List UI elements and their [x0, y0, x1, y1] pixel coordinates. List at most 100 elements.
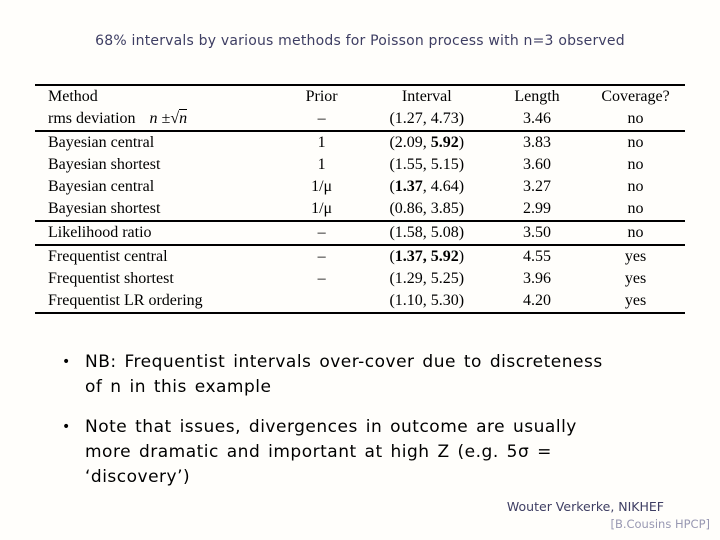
coverage-cell: no [627, 224, 644, 241]
bullet-text: Note that issues, divergences in outcome… [85, 417, 577, 487]
reference-credit: [B.Cousins HPCP] [610, 517, 710, 531]
table-section: Bayesian central 1 (2.09, 5.92) 3.83 no Bayes… [35, 131, 685, 221]
interval-low: 1.10 [394, 292, 423, 309]
coverage-cell: no [627, 134, 644, 151]
prior-cell: 1/μ [311, 200, 333, 217]
length-cell: 3.83 [523, 134, 552, 151]
interval-separator: , [422, 292, 431, 309]
paren-close: ) [458, 270, 465, 287]
length-cell: 3.50 [523, 224, 552, 241]
interval-high: 5.92 [430, 248, 459, 265]
column-header: Method [48, 88, 98, 105]
paren-close: ) [458, 110, 465, 127]
table-header-row: Method Prior Interval Length Coverage? [35, 85, 685, 108]
column-header: Prior [305, 88, 338, 105]
prior-cell: – [317, 224, 326, 241]
coverage-cell: no [627, 110, 644, 127]
paren-close: ) [458, 156, 465, 173]
interval-cell: (1.37, 4.64) [366, 176, 488, 198]
paren-close: ) [458, 178, 465, 195]
interval-cell: (1.58, 5.08) [366, 221, 488, 245]
bullet-list: • NB: Frequentist intervals over-cover du… [62, 350, 668, 505]
interval-low: 1.37 [394, 178, 423, 195]
interval-cell: (1.10, 5.30) [366, 290, 488, 313]
length-cell: 4.20 [523, 292, 552, 309]
interval-separator: , [422, 248, 431, 265]
method-cell: Bayesian central [48, 134, 155, 151]
interval-cell: (0.86, 3.85) [366, 198, 488, 221]
table-header: Method Prior Interval Length Coverage? [35, 85, 685, 108]
interval-high: 5.30 [430, 292, 459, 309]
results-table-wrap: Method Prior Interval Length Coverage? rms de… [35, 84, 685, 314]
length-cell: 2.99 [523, 200, 552, 217]
table-row: Bayesian shortest 1/μ (0.86, 3.85) 2.99 no [35, 198, 685, 221]
table-section: Frequentist central – (1.37, 5.92) 4.55 yes F… [35, 245, 685, 313]
math-expression: n ±√n [149, 109, 188, 127]
paren-open: ( [389, 270, 395, 287]
interval-high: 4.73 [430, 110, 459, 127]
method-cell: Likelihood ratio [48, 224, 152, 241]
table-section: Likelihood ratio – (1.58, 5.08) 3.50 no [35, 221, 685, 245]
paren-close: ) [458, 224, 465, 241]
interval-separator: , [422, 200, 431, 217]
coverage-cell: yes [624, 248, 647, 265]
prior-cell: – [317, 248, 326, 265]
interval-high: 4.64 [430, 178, 459, 195]
interval-separator: , [422, 178, 431, 195]
table-row: Bayesian central 1/μ (1.37, 4.64) 3.27 no [35, 176, 685, 198]
method-cell: Frequentist central [48, 248, 168, 265]
bullet-icon: • [62, 419, 71, 435]
paren-open: ( [389, 156, 395, 173]
length-cell: 3.96 [523, 270, 552, 287]
coverage-cell: no [627, 200, 644, 217]
interval-high: 5.25 [430, 270, 459, 287]
interval-cell: (1.55, 5.15) [366, 154, 488, 176]
coverage-cell: no [627, 156, 644, 173]
interval-separator: , [422, 134, 431, 151]
coverage-cell: no [627, 178, 644, 195]
bullet-text: NB: Frequentist intervals over-cover due… [85, 352, 603, 397]
method-cell: Bayesian shortest [48, 200, 161, 217]
column-header: Interval [401, 88, 452, 105]
method-cell: rms deviation n ±√n [48, 109, 188, 127]
bullet-item: • NB: Frequentist intervals over-cover du… [62, 350, 668, 400]
interval-low: 1.27 [394, 110, 423, 127]
interval-low: 1.37 [394, 248, 423, 265]
table-row: rms deviation n ±√n – (1.27, 4.73) 3.46 no [35, 108, 685, 131]
prior-cell: – [317, 110, 326, 127]
interval-separator: , [422, 224, 431, 241]
prior-cell: – [317, 270, 326, 287]
author-credit: Wouter Verkerke, NIKHEF [506, 499, 664, 514]
interval-cell: (1.37, 5.92) [366, 245, 488, 268]
table-row: Frequentist LR ordering (1.10, 5.30) 4.20 y… [35, 290, 685, 313]
table-section: rms deviation n ±√n – (1.27, 4.73) 3.46 no [35, 108, 685, 131]
results-table: Method Prior Interval Length Coverage? rms de… [35, 84, 685, 314]
paren-open: ( [389, 178, 395, 195]
paren-open: ( [389, 224, 395, 241]
method-cell: Frequentist shortest [48, 270, 174, 287]
table-row: Likelihood ratio – (1.58, 5.08) 3.50 no [35, 221, 685, 245]
column-header: Coverage? [601, 88, 670, 105]
paren-open: ( [389, 292, 395, 309]
interval-low: 2.09 [394, 134, 423, 151]
interval-cell: (1.29, 5.25) [366, 268, 488, 290]
radicand: n [179, 109, 188, 127]
prior-cell [278, 290, 366, 313]
paren-open: ( [389, 134, 395, 151]
interval-high: 5.08 [430, 224, 459, 241]
length-cell: 3.60 [523, 156, 552, 173]
method-cell: Bayesian shortest [48, 156, 161, 173]
interval-separator: , [422, 270, 431, 287]
prior-cell: 1 [317, 156, 326, 173]
length-cell: 3.27 [523, 178, 552, 195]
coverage-cell: yes [624, 270, 647, 287]
method-cell: Frequentist LR ordering [48, 292, 203, 309]
length-cell: 3.46 [523, 110, 552, 127]
paren-open: ( [389, 110, 395, 127]
bullet-icon: • [62, 354, 71, 370]
column-header: Length [514, 88, 560, 105]
paren-close: ) [458, 134, 465, 151]
table-row: Frequentist shortest – (1.29, 5.25) 3.96 yes [35, 268, 685, 290]
paren-open: ( [389, 200, 395, 217]
